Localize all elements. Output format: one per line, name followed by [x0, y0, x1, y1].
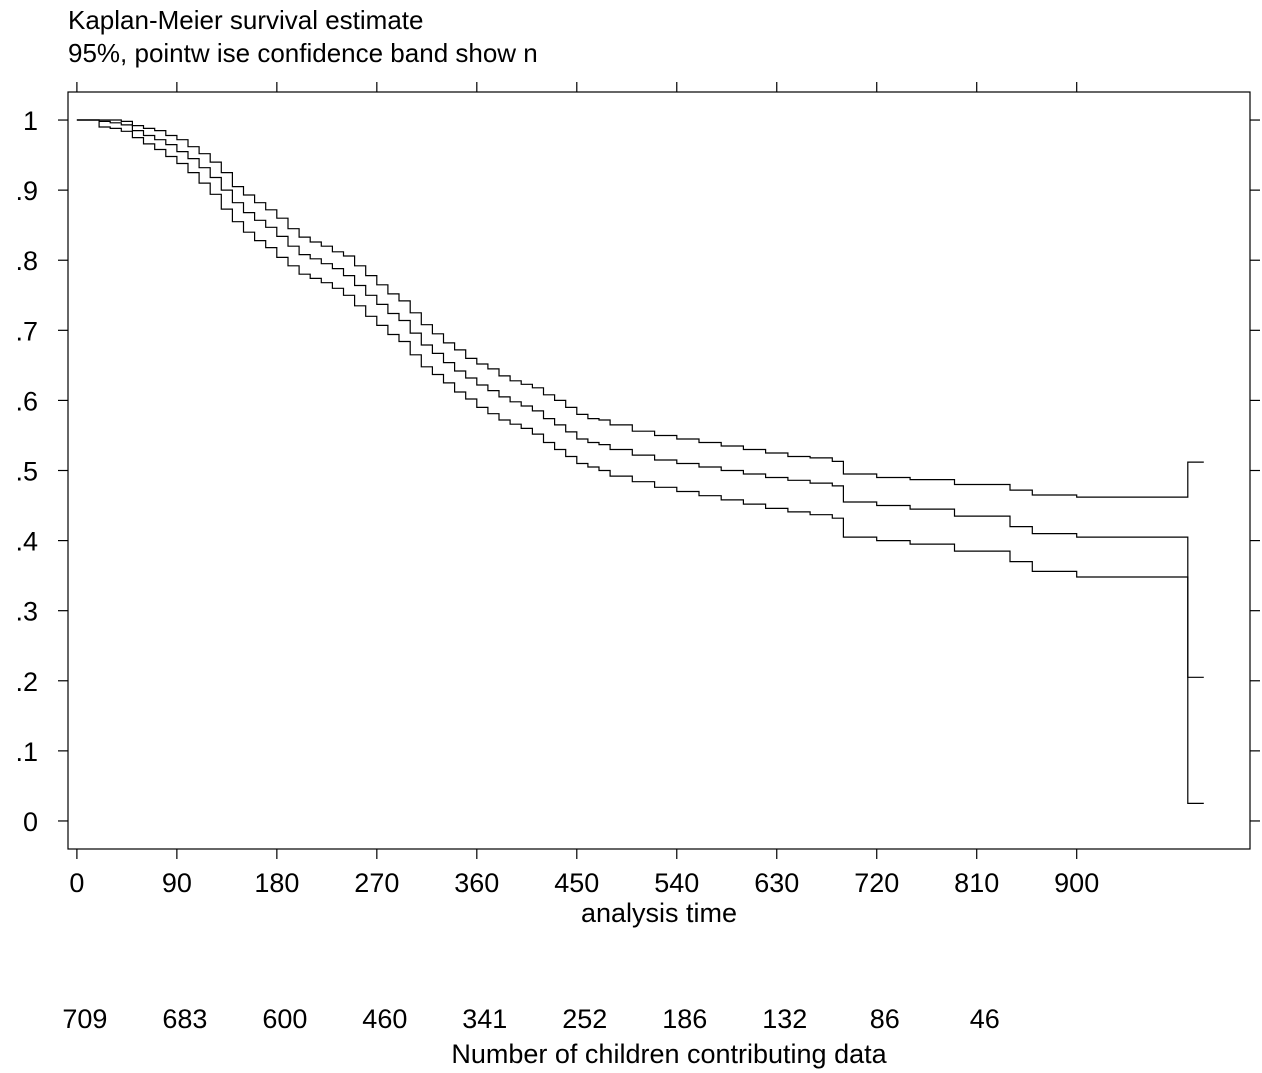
- number-at-risk-value: 46: [970, 1004, 1000, 1034]
- number-at-risk-value: 86: [870, 1004, 900, 1034]
- y-tick-label: 0: [23, 807, 38, 837]
- number-at-risk-value: 252: [562, 1004, 607, 1034]
- y-tick-label: 1: [23, 106, 38, 136]
- y-tick-label: .3: [15, 597, 38, 627]
- y-tick-label: .8: [15, 246, 38, 276]
- x-tick-label: 810: [954, 868, 999, 898]
- x-tick-label: 900: [1054, 868, 1099, 898]
- y-tick-label: .6: [15, 386, 38, 416]
- y-axis: 1 .9 .8 .7 .6 .5 .4 .3 .2 .1 0: [15, 106, 1260, 837]
- x-axis: 0 90 180 270 360 450 540 630 720 810 900: [69, 82, 1099, 898]
- survival-curves: [76, 119, 1204, 804]
- x-tick-label: 270: [354, 868, 399, 898]
- lower-confidence-bound-line: [76, 119, 1204, 804]
- chart-subtitle: 95%, pointw ise confidence band show n: [68, 38, 538, 68]
- number-at-risk-value: 132: [762, 1004, 807, 1034]
- x-tick-label: 90: [162, 868, 192, 898]
- x-tick-label: 720: [854, 868, 899, 898]
- plot-frame: [67, 91, 1251, 850]
- number-at-risk-value: 709: [62, 1004, 107, 1034]
- chart-title: Kaplan-Meier survival estimate: [68, 5, 423, 35]
- upper-confidence-bound-line: [76, 119, 1204, 498]
- x-tick-label: 450: [554, 868, 599, 898]
- number-at-risk-value: 600: [262, 1004, 307, 1034]
- y-tick-label: .5: [15, 457, 38, 487]
- number-at-risk-value: 460: [362, 1004, 407, 1034]
- y-tick-label: .9: [15, 176, 38, 206]
- y-tick-label: .4: [15, 527, 38, 557]
- number-at-risk-label: Number of children contributing data: [451, 1039, 887, 1069]
- x-tick-label: 630: [754, 868, 799, 898]
- number-at-risk-value: 683: [162, 1004, 207, 1034]
- number-at-risk-table: 709 683 600 460 341 252 186 132 86 46: [62, 1004, 999, 1034]
- x-tick-label: 180: [254, 868, 299, 898]
- survival-estimate-line: [76, 119, 1204, 678]
- x-tick-label: 360: [454, 868, 499, 898]
- x-tick-label: 0: [69, 868, 84, 898]
- number-at-risk-value: 341: [462, 1004, 507, 1034]
- y-tick-label: .1: [15, 737, 38, 767]
- x-axis-label: analysis time: [581, 898, 737, 928]
- y-tick-label: .2: [15, 667, 38, 697]
- x-tick-label: 540: [654, 868, 699, 898]
- y-tick-label: .7: [15, 316, 38, 346]
- number-at-risk-value: 186: [662, 1004, 707, 1034]
